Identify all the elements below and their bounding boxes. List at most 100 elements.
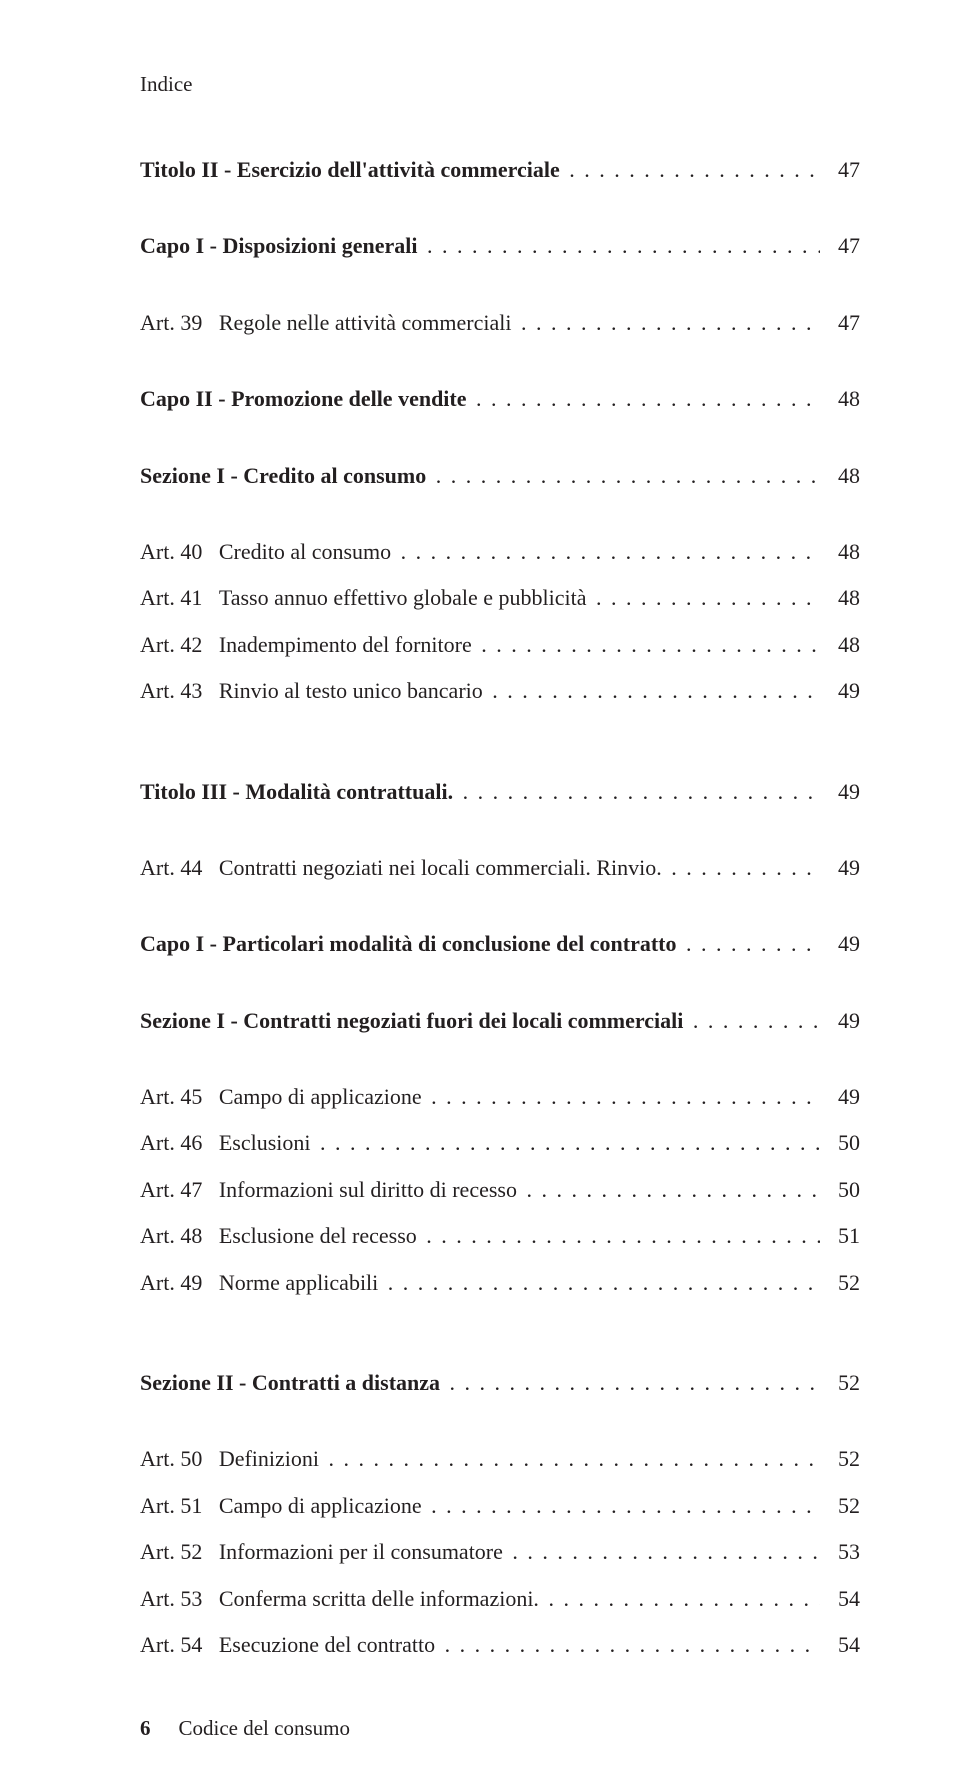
- toc-article-number: Art. 39: [140, 310, 219, 336]
- page-footer: 6 Codice del consumo: [140, 1716, 860, 1741]
- toc-row: Capo II - Promozione delle vendite . . .…: [140, 386, 860, 412]
- toc-row: Art. 45 Campo di applicazione . . . . . …: [140, 1084, 860, 1110]
- toc-leader: . . . . . . . . . . . . . . . . . . . . …: [316, 1130, 820, 1156]
- toc-row: Capo I - Disposizioni generali . . . . .…: [140, 233, 860, 259]
- toc-gap: [140, 433, 860, 463]
- toc-row: Art. 48 Esclusione del recesso . . . . .…: [140, 1223, 860, 1249]
- toc-row: Art. 54 Esecuzione del contratto . . . .…: [140, 1632, 860, 1658]
- toc-gap: [140, 1054, 860, 1084]
- toc-article-number: Art. 54: [140, 1632, 219, 1658]
- toc-row: Art. 53 Conferma scritta delle informazi…: [140, 1586, 860, 1612]
- toc-leader: . . . . . . . . . . . . . . . . . . . . …: [384, 1270, 820, 1296]
- footer-title: Codice del consumo: [179, 1716, 350, 1741]
- toc-article-number: Art. 44: [140, 855, 219, 881]
- toc-label: Informazioni sul diritto di recesso: [219, 1177, 523, 1203]
- toc-article-number: Art. 45: [140, 1084, 219, 1110]
- toc-page-number: 50: [820, 1130, 860, 1156]
- toc-gap: [140, 356, 860, 386]
- toc-leader: . . . . . . . . . . . . . . . . . . . . …: [522, 1177, 820, 1203]
- toc-label: Conferma scritta delle informazioni.: [219, 1586, 545, 1612]
- toc-leader: . . . . . . . . . . . . . . . . . . . . …: [544, 1586, 820, 1612]
- toc-article-number: Art. 46: [140, 1130, 219, 1156]
- toc-label: Capo II - Promozione delle vendite: [140, 386, 472, 412]
- toc-page-number: 52: [820, 1270, 860, 1296]
- toc-label: Sezione I - Credito al consumo: [140, 463, 432, 489]
- toc-leader: . . . . . . . . . . . . . . . . . . . . …: [441, 1632, 820, 1658]
- toc-row: Sezione I - Contratti negoziati fuori de…: [140, 1008, 860, 1034]
- toc-leader: . . . . . . . . . . . . . . . . . . . . …: [517, 310, 820, 336]
- toc-row: Art. 49 Norme applicabili . . . . . . . …: [140, 1270, 860, 1296]
- toc-row: Art. 39 Regole nelle attività commercial…: [140, 310, 860, 336]
- toc-page-number: 54: [820, 1632, 860, 1658]
- toc-page-number: 49: [820, 855, 860, 881]
- toc-gap: [140, 978, 860, 1008]
- toc-page-number: 52: [820, 1493, 860, 1519]
- toc-page-number: 49: [820, 1008, 860, 1034]
- toc-row: Titolo II - Esercizio dell'attività comm…: [140, 157, 860, 183]
- table-of-contents: Titolo II - Esercizio dell'attività comm…: [140, 157, 860, 1658]
- toc-page-number: 48: [820, 585, 860, 611]
- toc-gap: [140, 825, 860, 855]
- toc-page-number: 48: [820, 539, 860, 565]
- toc-page-number: 48: [820, 632, 860, 658]
- toc-gap: [140, 901, 860, 931]
- toc-row: Art. 47 Informazioni sul diritto di rece…: [140, 1177, 860, 1203]
- toc-leader: . . . . . . . . . . . . . . . . . . . . …: [488, 678, 820, 704]
- toc-label: Informazioni per il consumatore: [219, 1539, 509, 1565]
- toc-page-number: 49: [820, 1084, 860, 1110]
- toc-leader: . . . . . . . . . . . . . . . . . . . . …: [477, 632, 820, 658]
- toc-label: Esecuzione del contratto: [219, 1632, 441, 1658]
- toc-label: Esclusione del recesso: [219, 1223, 422, 1249]
- toc-row: Art. 40 Credito al consumo . . . . . . .…: [140, 539, 860, 565]
- toc-leader: . . . . . . . . . . . . . . . . . . . . …: [592, 585, 820, 611]
- toc-article-number: Art. 51: [140, 1493, 219, 1519]
- footer-page-number: 6: [140, 1716, 151, 1741]
- toc-article-number: Art. 41: [140, 585, 219, 611]
- toc-label: Capo I - Particolari modalità di conclus…: [140, 931, 682, 957]
- toc-leader: . . . . . . . . . . . . . . . . . . . . …: [682, 931, 820, 957]
- toc-row: Capo I - Particolari modalità di conclus…: [140, 931, 860, 957]
- toc-leader: . . . . . . . . . . . . . . . . . . . . …: [427, 1493, 820, 1519]
- toc-label: Titolo III - Modalità contrattuali.: [140, 779, 459, 805]
- toc-gap: [140, 1416, 860, 1446]
- toc-article-number: Art. 42: [140, 632, 219, 658]
- toc-page-number: 47: [820, 233, 860, 259]
- toc-article-number: Art. 50: [140, 1446, 219, 1472]
- toc-gap: [140, 280, 860, 310]
- toc-label: Titolo II - Esercizio dell'attività comm…: [140, 157, 565, 183]
- toc-row: Art. 52 Informazioni per il consumatore …: [140, 1539, 860, 1565]
- toc-gap: [140, 1316, 860, 1370]
- toc-label: Tasso annuo effettivo globale e pubblici…: [219, 585, 592, 611]
- toc-leader: . . . . . . . . . . . . . . . . . . . . …: [325, 1446, 820, 1472]
- toc-page-number: 49: [820, 779, 860, 805]
- toc-page-number: 50: [820, 1177, 860, 1203]
- toc-label: Inadempimento del fornitore: [219, 632, 477, 658]
- toc-leader: . . . . . . . . . . . . . . . . . . . . …: [667, 855, 820, 881]
- toc-row: Sezione I - Credito al consumo . . . . .…: [140, 463, 860, 489]
- toc-row: Sezione II - Contratti a distanza . . . …: [140, 1370, 860, 1396]
- toc-label: Sezione II - Contratti a distanza: [140, 1370, 446, 1396]
- running-head: Indice: [140, 74, 860, 95]
- toc-gap: [140, 203, 860, 233]
- toc-label: Sezione I - Contratti negoziati fuori de…: [140, 1008, 689, 1034]
- toc-leader: . . . . . . . . . . . . . . . . . . . . …: [689, 1008, 820, 1034]
- toc-label: Regole nelle attività commerciali: [219, 310, 517, 336]
- toc-article-number: Art. 52: [140, 1539, 219, 1565]
- toc-page-number: 47: [820, 310, 860, 336]
- toc-row: Art. 42 Inadempimento del fornitore . . …: [140, 632, 860, 658]
- toc-leader: . . . . . . . . . . . . . . . . . . . . …: [565, 157, 820, 183]
- toc-article-number: Art. 43: [140, 678, 219, 704]
- toc-gap: [140, 509, 860, 539]
- toc-label: Definizioni: [219, 1446, 325, 1472]
- toc-leader: . . . . . . . . . . . . . . . . . . . . …: [427, 1084, 820, 1110]
- toc-article-number: Art. 49: [140, 1270, 219, 1296]
- toc-page-number: 48: [820, 386, 860, 412]
- toc-leader: . . . . . . . . . . . . . . . . . . . . …: [432, 463, 820, 489]
- toc-article-number: Art. 40: [140, 539, 219, 565]
- toc-label: Credito al consumo: [219, 539, 397, 565]
- toc-row: Titolo III - Modalità contrattuali. . . …: [140, 779, 860, 805]
- toc-leader: . . . . . . . . . . . . . . . . . . . . …: [397, 539, 820, 565]
- toc-leader: . . . . . . . . . . . . . . . . . . . . …: [472, 386, 820, 412]
- toc-label: Contratti negoziati nei locali commercia…: [219, 855, 667, 881]
- toc-row: Art. 46 Esclusioni . . . . . . . . . . .…: [140, 1130, 860, 1156]
